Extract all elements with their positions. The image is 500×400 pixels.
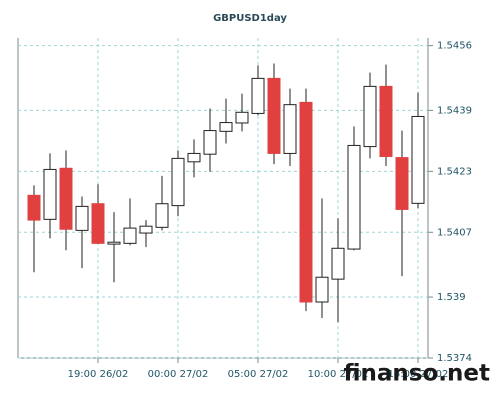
candle-body — [251, 77, 265, 114]
y-tick-label: 1.539 — [437, 292, 466, 303]
x-tick-label: 05:00 27/02 — [228, 369, 289, 380]
candle-body — [235, 111, 249, 124]
candle-body — [91, 203, 105, 244]
chart-title: GBPUSD1day — [213, 13, 287, 24]
x-tick-label: 19:00 26/02 — [68, 369, 129, 380]
candle-body — [43, 168, 57, 220]
candle-body — [171, 157, 185, 207]
candle-body — [219, 122, 233, 132]
x-tick-label: 10:00 27/02 — [308, 369, 369, 380]
candle-body — [363, 85, 377, 148]
candle-body — [283, 104, 297, 154]
candle-body — [107, 241, 121, 245]
candle-body — [411, 115, 425, 204]
candle-body — [203, 130, 217, 155]
candle-body — [155, 203, 169, 228]
watermark: finanso.net — [343, 361, 490, 387]
y-tick-label: 1.5456 — [437, 41, 472, 52]
x-tick-label: 00:00 27/02 — [148, 369, 209, 380]
candle-body — [299, 101, 313, 303]
y-tick-label: 1.5407 — [437, 227, 472, 238]
candle-body — [139, 225, 153, 234]
candle-body — [331, 247, 345, 280]
x-tick-label: 15:00 27/02 — [388, 369, 449, 380]
candle-body — [395, 157, 409, 210]
candle-body — [187, 152, 201, 163]
candle-body — [267, 77, 281, 154]
candle-body — [347, 144, 361, 250]
candle-body — [315, 276, 329, 303]
candle-body — [379, 85, 393, 157]
candle-body — [123, 227, 137, 244]
candle-body — [75, 205, 89, 231]
y-tick-label: 1.5423 — [437, 166, 472, 177]
candle-body — [27, 194, 41, 221]
y-tick-label: 1.5439 — [437, 105, 472, 116]
candle-body — [59, 167, 73, 230]
y-tick-label: 1.5374 — [437, 353, 472, 364]
